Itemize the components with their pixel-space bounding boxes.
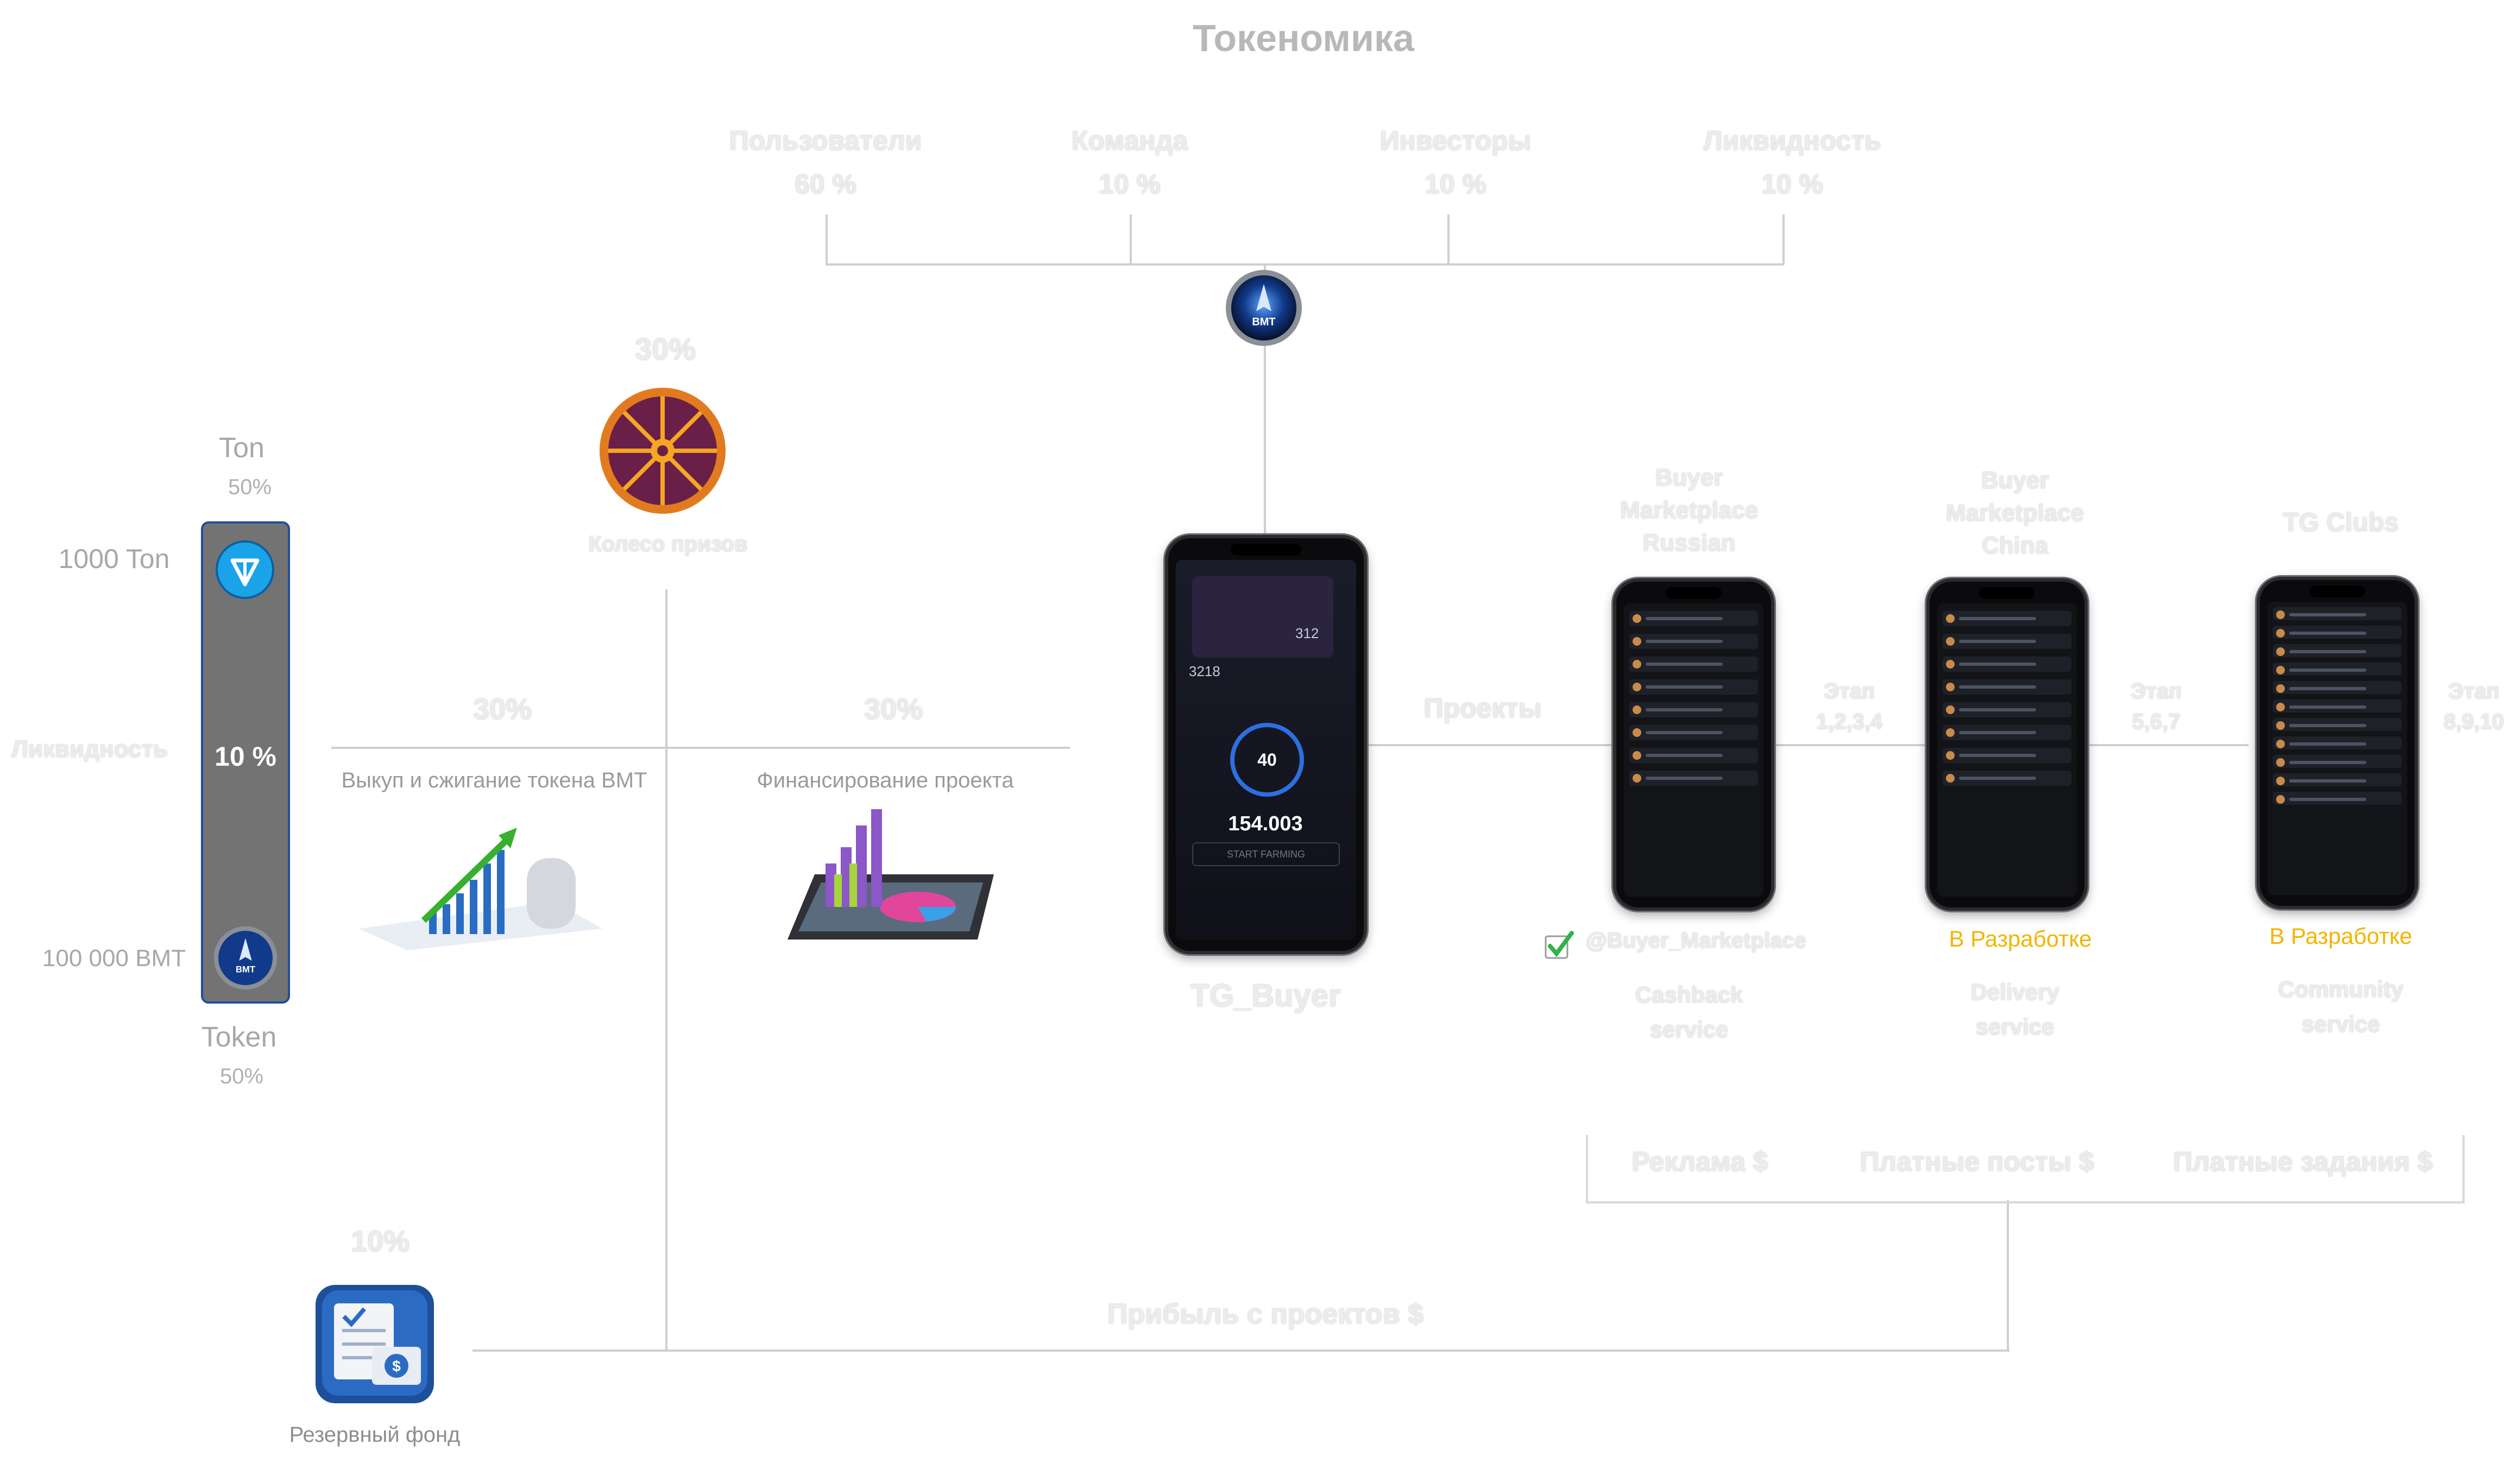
dist-label-liquidity: Ликвидность <box>1703 125 1881 156</box>
project-service: Community service <box>2278 976 2404 1037</box>
project-status-link[interactable]: @Buyer_Marketplace <box>1586 929 1806 953</box>
dist-value-users: 60 % <box>795 169 856 199</box>
phone-notch <box>2309 585 2365 597</box>
dist-value-team: 10 % <box>1099 169 1161 199</box>
dist-value-investors: 10 % <box>1425 169 1486 199</box>
dist-label-team: Команда <box>1071 125 1188 156</box>
project-title: Buyer Marketplace China <box>1945 467 2084 559</box>
main-app-screen: 3218 312 40 154.003 START FARMING <box>1176 560 1356 940</box>
pool-top-label: Ton <box>219 432 264 464</box>
farming-timer-value: 40 <box>1257 750 1277 770</box>
tablet-chart-icon <box>782 804 999 956</box>
ton-icon <box>215 540 275 600</box>
funding-pct: 30% <box>864 693 923 726</box>
phone-notch <box>1666 587 1722 599</box>
main-app-phone: 3218 312 40 154.003 START FARMING <box>1165 535 1367 954</box>
pool-side-label: Ликвидность <box>11 736 168 762</box>
revenue-item: Платные задания $ <box>2173 1146 2433 1177</box>
profit-label: Прибыль с проектов $ <box>1107 1298 1424 1330</box>
dist-bracket-tick <box>1782 215 1785 264</box>
page-title: Токеномика <box>1193 17 1414 59</box>
buyback-pct: 30% <box>472 693 532 726</box>
dist-bracket-tick <box>1447 215 1450 264</box>
wheel-label: Колесо призов <box>588 532 748 556</box>
pool-center-pct: 10 % <box>215 741 276 772</box>
dist-label-users: Пользователи <box>729 125 922 156</box>
checkmark-icon <box>1542 929 1575 961</box>
dist-bracket-tick <box>826 215 828 264</box>
project-status: В Разработке <box>2269 923 2412 949</box>
growth-chart-icon <box>348 804 619 956</box>
bmt-logo-icon: BMT <box>213 925 278 991</box>
wheel-pct: 30% <box>634 332 696 366</box>
dist-value-liquidity: 10 % <box>1761 169 1823 199</box>
project-screen <box>1624 603 1763 897</box>
liquidity-pool-bar: 10 % BMT <box>201 521 290 1004</box>
reserve-label: Резервный фонд <box>289 1423 461 1447</box>
main-app-banner <box>1192 576 1333 658</box>
project-phone <box>1926 578 2088 911</box>
prize-wheel-icon <box>597 386 728 516</box>
revenue-box <box>1586 1135 2465 1203</box>
main-app-label: TG_Buyer <box>1190 978 1341 1013</box>
phone-notch <box>1979 587 2035 599</box>
pool-bottom-pct: 50% <box>219 1064 264 1088</box>
project-phone <box>1613 578 1774 911</box>
project-stage: Этап 1,2,3,4 <box>1816 679 1883 734</box>
reserve-fund-icon: $ <box>312 1282 437 1407</box>
revenue-item: Реклама $ <box>1631 1146 1768 1177</box>
bmt-logo-icon: BMT <box>1225 269 1303 347</box>
connector-vertical-main <box>665 589 667 1350</box>
svg-text:BMT: BMT <box>236 964 255 975</box>
project-stage: Этап 5,6,7 <box>2130 679 2182 734</box>
pool-bottom-amount: 100 000 BMT <box>42 945 186 972</box>
pool-top-pct: 50% <box>228 475 272 499</box>
main-app-balance: 154.003 <box>1228 812 1303 835</box>
svg-text:$: $ <box>392 1358 401 1375</box>
phone-notch <box>1231 544 1301 556</box>
project-title: TG Clubs <box>2283 508 2399 537</box>
connector-logo-phone <box>1264 265 1266 534</box>
connector-projects <box>1369 744 2248 746</box>
farming-timer-ring: 40 <box>1230 723 1304 797</box>
project-phone <box>2257 577 2418 909</box>
svg-text:BMT: BMT <box>1252 316 1275 328</box>
project-title: Buyer Marketplace Russian <box>1620 464 1759 556</box>
start-farming-button[interactable]: START FARMING <box>1192 842 1340 866</box>
project-service: Delivery service <box>1970 979 2059 1039</box>
connector-horizontal-mid <box>331 747 1070 749</box>
project-status: В Разработке <box>1949 926 2092 951</box>
project-service: Cashback service <box>1635 982 1743 1042</box>
dist-bracket-bottom <box>826 263 1784 266</box>
main-app-stat-right: 312 <box>1295 625 1319 641</box>
buyback-label: Выкуп и сжигание токена BMT <box>341 768 647 792</box>
main-app-stat-left: 3218 <box>1189 663 1220 679</box>
project-screen <box>2267 602 2407 895</box>
connector-revenue <box>2007 1200 2009 1351</box>
project-stage: Этап 8,9,10 <box>2443 679 2504 734</box>
dist-bracket-tick <box>1130 215 1132 264</box>
connector-profit <box>472 1350 2009 1352</box>
revenue-item: Платные посты $ <box>1860 1146 2094 1177</box>
reserve-pct: 10% <box>350 1225 410 1258</box>
dist-label-investors: Инвесторы <box>1379 125 1532 156</box>
funding-label: Финансирование проекта <box>757 768 1014 792</box>
pool-bottom-label: Token <box>201 1022 277 1053</box>
pool-top-amount: 1000 Ton <box>58 544 170 574</box>
project-screen <box>1937 603 2077 897</box>
projects-label: Проекты <box>1423 693 1542 723</box>
